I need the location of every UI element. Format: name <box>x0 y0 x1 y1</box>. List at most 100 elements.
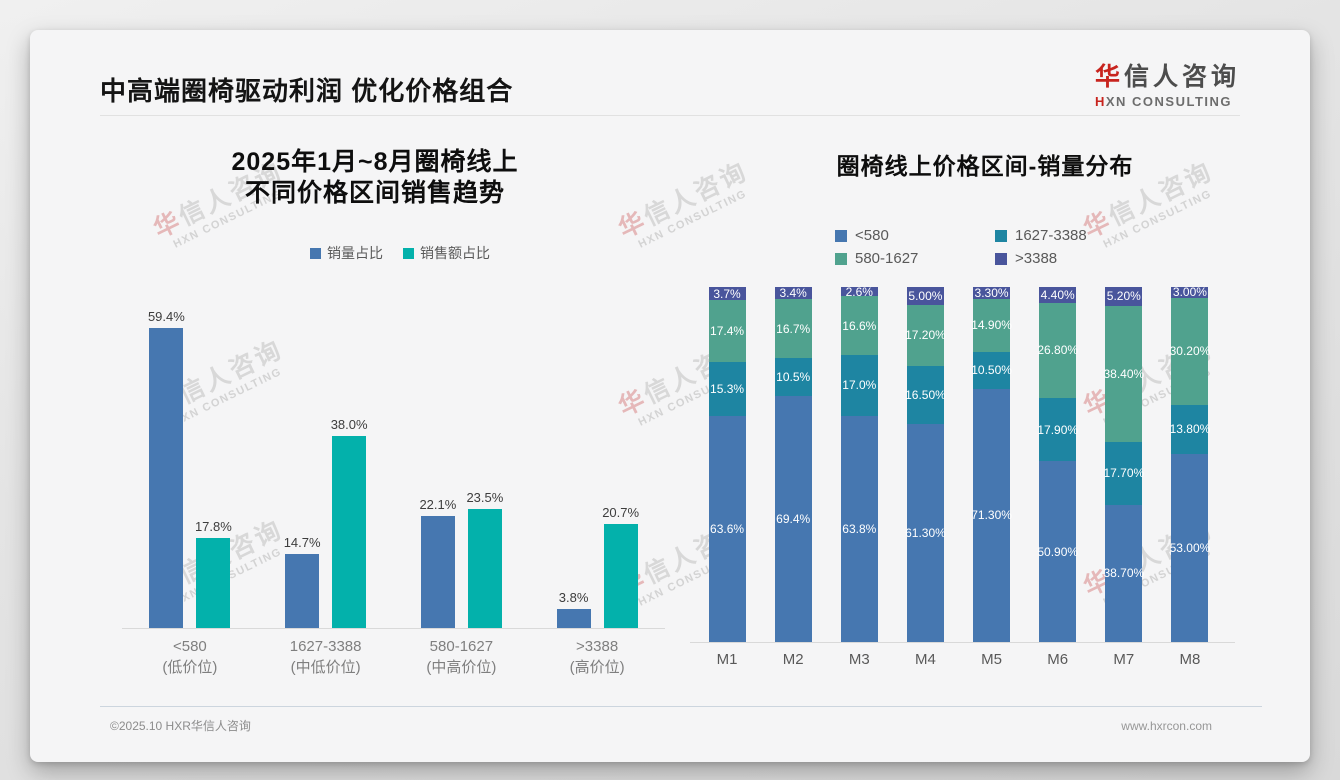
segment-value-label: 63.8% <box>842 521 877 536</box>
segment-value-label: 5.00% <box>908 288 943 303</box>
stacked-bar: 63.8% 17.0% 16.6% 2.6% <box>840 286 878 642</box>
bar-group: 14.7% 38.0% <box>258 290 394 628</box>
month-label: M7 <box>1113 651 1135 668</box>
bar <box>285 553 320 628</box>
stacked-bar: 69.4% 10.5% 16.7% 3.4% <box>774 286 812 642</box>
bar-segment: 2.6% <box>840 286 878 298</box>
bar <box>467 509 502 628</box>
slide-title: 中高端圈椅驱动利润 优化价格组合 <box>100 76 514 106</box>
watermark-cn-accent: 华 <box>614 206 652 244</box>
segment-value-label: 10.50% <box>971 363 1012 378</box>
bar-segment: 3.7% <box>708 287 746 301</box>
segment-value-label: 16.7% <box>776 321 811 336</box>
bar-segment: 50.90% <box>1037 461 1078 642</box>
left-chart-xaxis: <580 (低价位) 1627-3388 (中低价位) 580-1627 (中高价位) >3… <box>122 636 665 678</box>
bar-group: 59.4% 17.8% <box>122 290 258 628</box>
stack-slot: 71.30% 10.50% 14.90% 3.30% <box>959 287 1025 642</box>
legend-swatch-icon <box>835 252 847 265</box>
bar-with-label: 3.8% <box>556 590 591 628</box>
stack-slot: 63.8% 17.0% 16.6% 2.6% <box>826 286 892 642</box>
bar <box>149 328 184 628</box>
category-label: >3388 (高价位) <box>529 636 665 678</box>
segment-value-label: 10.5% <box>776 370 811 385</box>
legend-item: 销售额占比 <box>403 243 490 263</box>
bar-group: 22.1% 23.5% <box>394 290 530 628</box>
segment-value-label: 3.4% <box>779 286 807 301</box>
bar <box>420 516 455 628</box>
segment-value-label: 17.0% <box>842 378 877 393</box>
category-tier: (低价位) <box>162 659 218 676</box>
month-label: M2 <box>782 651 804 668</box>
bar-segment: 17.90% <box>1037 397 1078 462</box>
segment-value-label: 53.00% <box>1169 540 1211 555</box>
bar <box>603 523 638 628</box>
segment-value-label: 14.90% <box>971 318 1012 333</box>
bar-segment: 17.20% <box>905 304 946 366</box>
bar-segment: 15.3% <box>708 361 746 417</box>
month-label: M5 <box>981 651 1002 668</box>
bar-value-label: 22.1% <box>419 497 457 513</box>
stacked-bar: 63.6% 15.3% 17.4% 3.7% <box>708 287 746 642</box>
bar-value-label: 20.7% <box>602 504 640 520</box>
bar <box>556 608 591 628</box>
legend-label: <580 <box>855 227 889 244</box>
bar-with-label: 14.7% <box>284 535 321 628</box>
bar-segment: 5.20% <box>1105 287 1143 306</box>
stack-slot: 38.70% 17.70% 38.40% 5.20% <box>1091 287 1157 642</box>
segment-value-label: 17.20% <box>905 328 946 343</box>
legend-label: >3388 <box>1015 250 1058 267</box>
bar-segment: 30.20% <box>1169 297 1211 405</box>
segment-value-label: 69.4% <box>776 511 811 526</box>
legend-item: <580 <box>835 227 995 244</box>
bar-value-label: 23.5% <box>466 490 504 506</box>
category-range: <580 <box>172 638 207 655</box>
logo-cn-accent: 华 <box>1094 63 1124 91</box>
month-label: M8 <box>1179 651 1201 668</box>
month-label: M6 <box>1047 651 1069 668</box>
bar-segment: 71.30% <box>971 388 1012 642</box>
segment-value-label: 15.3% <box>710 382 745 397</box>
segment-value-label: 17.70% <box>1103 466 1145 481</box>
bar-segment: 14.90% <box>971 298 1012 352</box>
month-label: M4 <box>915 651 936 668</box>
month-label: M1 <box>716 651 738 668</box>
stack-slot: 61.30% 16.50% 17.20% 5.00% <box>892 287 958 642</box>
legend-item: 销量占比 <box>310 243 383 263</box>
bar-segment: 10.50% <box>971 351 1012 389</box>
bar-group: 3.8% 20.7% <box>529 290 665 628</box>
company-logo: 华信人咨询 HXN CONSULTING <box>1095 57 1240 109</box>
stack-slot: 53.00% 13.80% 30.20% 3.00% <box>1157 286 1223 642</box>
left-chart-title: 2025年1月~8月圈椅线上 不同价格区间销售趋势 <box>100 147 650 209</box>
month-label: M3 <box>848 651 870 668</box>
stack-slot: 50.90% 17.90% 26.80% 4.40% <box>1025 287 1091 642</box>
category-range: 1627-3388 <box>289 638 362 655</box>
bar-with-label: 23.5% <box>466 490 504 628</box>
legend-swatch-icon <box>403 247 414 259</box>
right-chart-plot: 63.6% 15.3% 17.4% 3.7% 69.4% 10.5% 16.7% 3.4% 63… <box>694 286 1223 642</box>
logo-cn-text: 信人咨询 <box>1123 63 1240 91</box>
copyright-text: ©2025.10 HXR华信人咨询 <box>110 719 251 733</box>
bar-segment: 10.5% <box>774 358 812 396</box>
stacked-bar: 53.00% 13.80% 30.20% 3.00% <box>1169 286 1211 642</box>
bar-segment: 3.00% <box>1171 286 1209 298</box>
category-tier: (中低价位) <box>290 659 361 676</box>
bar-segment: 26.80% <box>1037 302 1078 398</box>
bar-segment: 17.4% <box>708 300 746 362</box>
segment-value-label: 30.20% <box>1169 344 1211 359</box>
bar-with-label: 20.7% <box>602 504 640 628</box>
bar-segment: 63.8% <box>840 415 878 642</box>
legend-item: 580-1627 <box>835 250 995 267</box>
segment-value-label: 38.70% <box>1103 566 1145 581</box>
bar-segment: 13.80% <box>1170 404 1210 454</box>
bar-segment: 38.70% <box>1103 504 1145 642</box>
category-label: <580 (低价位) <box>122 636 258 678</box>
bar-segment: 61.30% <box>905 424 946 642</box>
segment-value-label: 63.6% <box>710 522 745 537</box>
legend-swatch-icon <box>995 229 1007 242</box>
left-chart-legend: 销量占比 销售额占比 <box>100 243 700 263</box>
bar-with-label: 59.4% <box>148 309 185 628</box>
stacked-bar: 71.30% 10.50% 14.90% 3.30% <box>971 287 1012 642</box>
category-tier: (中高价位) <box>426 659 497 676</box>
